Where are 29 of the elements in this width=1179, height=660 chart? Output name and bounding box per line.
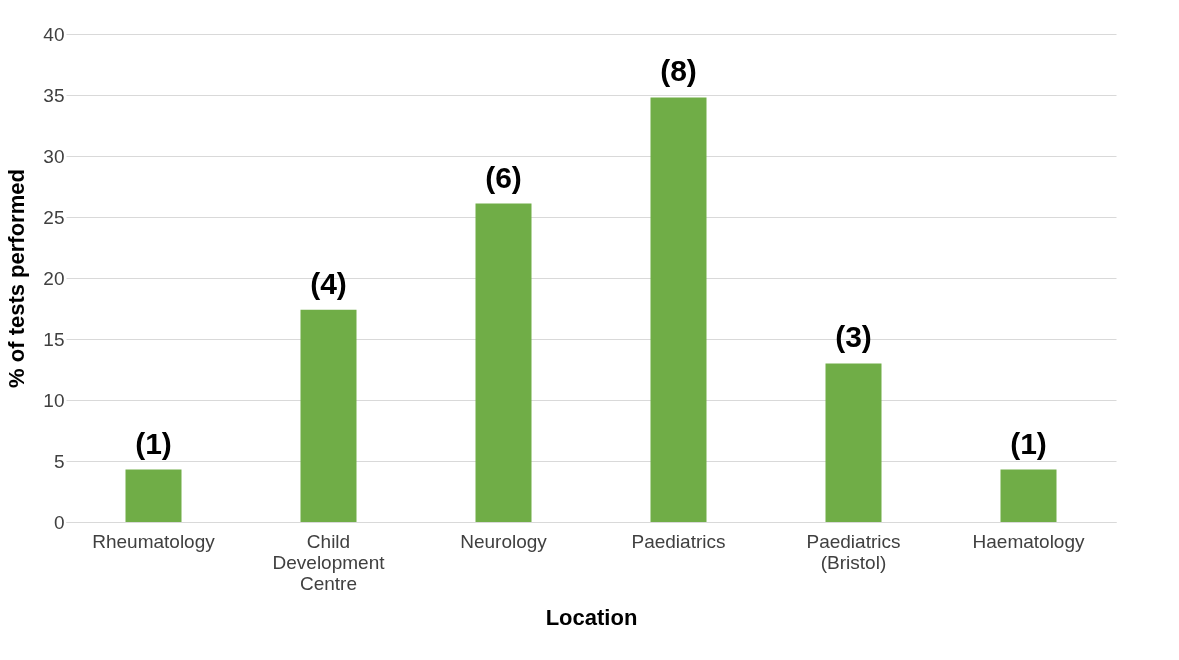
y-tick-label: 25 (43, 206, 65, 228)
bar (300, 309, 357, 522)
y-tick-label: 30 (43, 145, 65, 167)
x-tick-label: Child Development Centre (272, 530, 386, 594)
y-tick-label: 15 (43, 328, 65, 350)
annotation: (6) (485, 160, 522, 194)
bar (1000, 469, 1057, 522)
y-tick-label: 35 (43, 84, 65, 106)
annotation: (3) (835, 320, 872, 354)
y-axis-title: % of tests performed (4, 169, 30, 388)
annotation: (1) (1010, 426, 1047, 460)
x-tick-label: Neurology (460, 530, 548, 552)
x-tick-label: Paediatrics (Bristol) (806, 530, 901, 573)
annotation: (4) (310, 266, 347, 300)
x-tick-label: Paediatrics (631, 530, 726, 552)
y-tick-label: 20 (43, 267, 65, 289)
annotation: (8) (660, 54, 697, 88)
y-tick-label: 40 (43, 23, 65, 45)
x-axis-title: Location (545, 604, 638, 630)
y-tick-label: 10 (43, 389, 65, 411)
bar (650, 97, 707, 522)
y-tick-label: 0 (53, 511, 65, 533)
bar (125, 469, 182, 522)
x-tick-label: Rheumatology (92, 530, 216, 552)
x-tick-label: Haematology (972, 530, 1085, 552)
y-tick-label: 5 (53, 450, 65, 472)
bar (475, 203, 532, 522)
bar (825, 363, 882, 522)
annotation: (1) (135, 426, 172, 460)
